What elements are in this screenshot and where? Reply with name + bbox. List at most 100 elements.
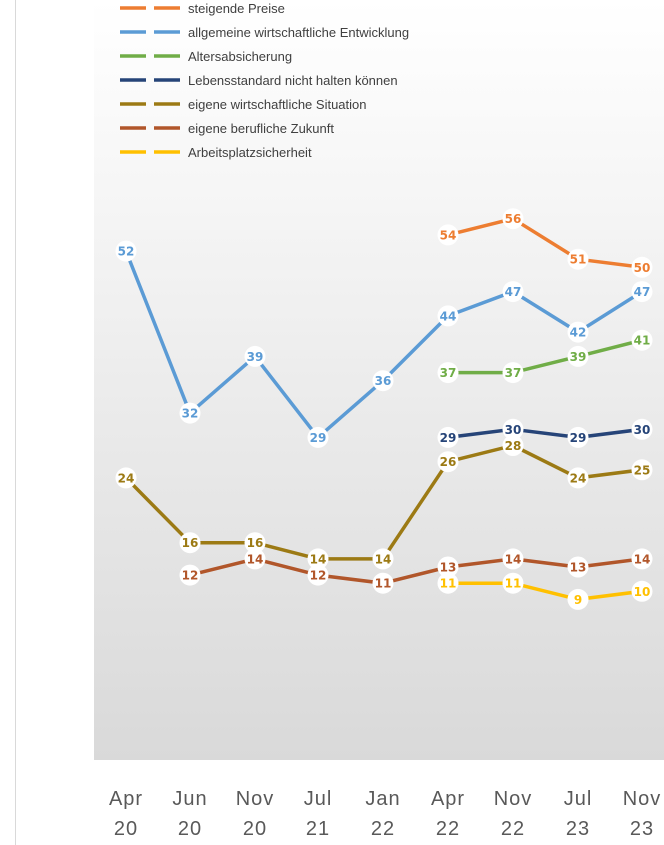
x-tick-month: Nov bbox=[622, 788, 662, 810]
data-label-allgemeine-wirtschaftliche-entwicklung: 52 bbox=[118, 245, 135, 259]
data-label-steigende-preise: 54 bbox=[440, 228, 457, 242]
data-point-lebensstandard-nicht-halten-koennen bbox=[502, 418, 524, 440]
data-label-allgemeine-wirtschaftliche-entwicklung: 42 bbox=[570, 326, 587, 340]
x-tick-year: 20 bbox=[113, 818, 139, 840]
data-point-steigende-preise bbox=[567, 248, 589, 270]
series-line-arbeitsplatzsicherheit bbox=[446, 581, 644, 602]
data-point-lebensstandard-nicht-halten-koennen bbox=[631, 418, 653, 440]
legend-label: eigene wirtschaftliche Situation bbox=[188, 96, 367, 112]
data-point-eigene-wirtschaftliche-situation bbox=[307, 548, 329, 570]
legend-label: Altersabsicherung bbox=[188, 48, 293, 64]
data-point-lebensstandard-nicht-halten-koennen bbox=[567, 426, 589, 448]
data-label-allgemeine-wirtschaftliche-entwicklung: 32 bbox=[182, 407, 199, 421]
data-point-allgemeine-wirtschaftliche-entwicklung bbox=[631, 281, 653, 303]
legend-swatch bbox=[120, 6, 180, 10]
data-label-allgemeine-wirtschaftliche-entwicklung: 44 bbox=[440, 309, 457, 323]
legend-entry-altersabsicherung: Altersabsicherung bbox=[118, 44, 409, 68]
data-label-lebensstandard-nicht-halten-koennen: 29 bbox=[570, 431, 587, 445]
data-point-allgemeine-wirtschaftliche-entwicklung bbox=[179, 402, 201, 424]
x-tick-label: Apr 22 bbox=[420, 784, 476, 844]
data-label-eigene-wirtschaftliche-situation: 16 bbox=[182, 536, 199, 550]
x-tick-month: Nov bbox=[235, 788, 275, 810]
data-point-arbeitsplatzsicherheit bbox=[567, 588, 589, 610]
series-line-steigende-preise bbox=[446, 216, 644, 270]
data-label-eigene-wirtschaftliche-situation: 16 bbox=[247, 536, 264, 550]
data-point-lebensstandard-nicht-halten-koennen bbox=[437, 426, 459, 448]
data-point-allgemeine-wirtschaftliche-entwicklung bbox=[502, 281, 524, 303]
x-tick-month: Apr bbox=[430, 788, 466, 810]
data-label-eigene-wirtschaftliche-situation: 24 bbox=[570, 471, 587, 485]
data-label-arbeitsplatzsicherheit: 9 bbox=[574, 593, 582, 607]
data-label-eigene-berufliche-zukunft: 14 bbox=[247, 552, 264, 566]
data-label-eigene-wirtschaftliche-situation: 14 bbox=[375, 552, 392, 566]
data-point-eigene-berufliche-zukunft bbox=[307, 564, 329, 586]
data-label-allgemeine-wirtschaftliche-entwicklung: 39 bbox=[247, 350, 264, 364]
legend-entry-steigende-preise: steigende Preise bbox=[118, 0, 409, 20]
data-label-eigene-berufliche-zukunft: 13 bbox=[570, 561, 587, 575]
data-label-eigene-berufliche-zukunft: 11 bbox=[375, 577, 392, 591]
legend-entry-lebensstandard-nicht-halten-koennen: Lebensstandard nicht halten können bbox=[118, 68, 409, 92]
x-tick-label: Jul 23 bbox=[550, 784, 606, 844]
legend-label: eigene berufliche Zukunft bbox=[188, 120, 334, 136]
data-label-eigene-wirtschaftliche-situation: 28 bbox=[505, 439, 522, 453]
x-tick-month: Jul bbox=[303, 788, 333, 810]
x-tick-year: 21 bbox=[305, 818, 331, 840]
data-label-altersabsicherung: 41 bbox=[634, 334, 651, 348]
chart-legend: steigende Preise allgemeine wirtschaftlic… bbox=[118, 0, 409, 164]
legend-swatch bbox=[120, 102, 180, 106]
x-tick-year: 20 bbox=[177, 818, 203, 840]
data-label-altersabsicherung: 39 bbox=[570, 350, 587, 364]
data-point-eigene-wirtschaftliche-situation bbox=[179, 532, 201, 554]
data-label-eigene-berufliche-zukunft: 13 bbox=[440, 561, 457, 575]
data-point-eigene-berufliche-zukunft bbox=[631, 548, 653, 570]
legend-label: steigende Preise bbox=[188, 0, 285, 16]
legend-entry-arbeitsplatzsicherheit: Arbeitsplatzsicherheit bbox=[118, 140, 409, 164]
legend-label: Lebensstandard nicht halten können bbox=[188, 72, 398, 88]
data-label-eigene-wirtschaftliche-situation: 26 bbox=[440, 455, 457, 469]
x-tick-month: Apr bbox=[108, 788, 144, 810]
data-point-arbeitsplatzsicherheit bbox=[437, 572, 459, 594]
x-tick-month: Jul bbox=[563, 788, 593, 810]
legend-label: Arbeitsplatzsicherheit bbox=[188, 144, 312, 160]
data-point-altersabsicherung bbox=[567, 345, 589, 367]
x-tick-label: Nov 22 bbox=[485, 784, 541, 844]
data-label-eigene-wirtschaftliche-situation: 24 bbox=[118, 471, 135, 485]
series-line-allgemeine-wirtschaftliche-entwicklung bbox=[124, 249, 644, 440]
data-point-allgemeine-wirtschaftliche-entwicklung bbox=[567, 321, 589, 343]
data-point-allgemeine-wirtschaftliche-entwicklung bbox=[115, 240, 137, 262]
data-point-eigene-wirtschaftliche-situation bbox=[115, 467, 137, 489]
data-point-altersabsicherung bbox=[437, 362, 459, 384]
x-tick-label: Jan 22 bbox=[355, 784, 411, 844]
data-point-allgemeine-wirtschaftliche-entwicklung bbox=[244, 345, 266, 367]
data-label-eigene-wirtschaftliche-situation: 25 bbox=[634, 463, 651, 477]
data-label-steigende-preise: 56 bbox=[505, 212, 522, 226]
data-label-eigene-berufliche-zukunft: 12 bbox=[182, 569, 199, 583]
x-tick-month: Jun bbox=[172, 788, 208, 810]
data-point-arbeitsplatzsicherheit bbox=[631, 580, 653, 602]
data-point-altersabsicherung bbox=[502, 362, 524, 384]
data-label-altersabsicherung: 37 bbox=[440, 366, 457, 380]
data-point-altersabsicherung bbox=[631, 329, 653, 351]
data-label-eigene-berufliche-zukunft: 12 bbox=[310, 569, 327, 583]
data-point-eigene-berufliche-zukunft bbox=[437, 556, 459, 578]
x-tick-month: Jan bbox=[365, 788, 401, 810]
x-tick-year: 22 bbox=[500, 818, 526, 840]
legend-entry-allgemeine-wirtschaftliche-entwicklung: allgemeine wirtschaftliche Entwicklung bbox=[118, 20, 409, 44]
legend-label: allgemeine wirtschaftliche Entwicklung bbox=[188, 24, 410, 40]
data-label-altersabsicherung: 37 bbox=[505, 366, 522, 380]
data-point-steigende-preise bbox=[502, 208, 524, 230]
x-tick-label: Nov 23 bbox=[614, 784, 664, 844]
data-point-eigene-wirtschaftliche-situation bbox=[437, 451, 459, 473]
data-label-allgemeine-wirtschaftliche-entwicklung: 47 bbox=[505, 285, 522, 299]
data-point-allgemeine-wirtschaftliche-entwicklung bbox=[372, 370, 394, 392]
series-line-eigene-berufliche-zukunft bbox=[188, 557, 644, 585]
legend-swatch bbox=[120, 126, 180, 130]
data-label-allgemeine-wirtschaftliche-entwicklung: 29 bbox=[310, 431, 327, 445]
legend-swatch bbox=[120, 78, 180, 82]
data-point-eigene-berufliche-zukunft bbox=[244, 548, 266, 570]
data-point-eigene-berufliche-zukunft bbox=[372, 572, 394, 594]
legend-swatch bbox=[120, 30, 180, 34]
series-line-altersabsicherung bbox=[446, 338, 644, 375]
data-label-eigene-berufliche-zukunft: 14 bbox=[634, 552, 651, 566]
